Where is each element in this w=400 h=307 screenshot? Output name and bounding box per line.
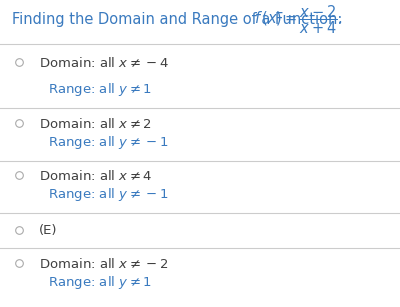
Text: $f\,(x) = \dfrac{x-2}{x+4}.$: $f\,(x) = \dfrac{x-2}{x+4}.$ (254, 4, 342, 36)
Text: Domain: all $x \neq -4$: Domain: all $x \neq -4$ (39, 56, 169, 70)
Text: Range: all $y \neq -1$: Range: all $y \neq -1$ (48, 186, 168, 203)
Text: (E): (E) (39, 224, 58, 237)
Text: Domain: all $x \neq 2$: Domain: all $x \neq 2$ (39, 117, 152, 131)
Text: Range: all $y \neq -1$: Range: all $y \neq -1$ (48, 134, 168, 151)
Text: Finding the Domain and Range of a Function:: Finding the Domain and Range of a Functi… (12, 13, 352, 27)
Text: Range: all $y \neq 1$: Range: all $y \neq 1$ (48, 274, 152, 291)
Text: Range: all $y \neq 1$: Range: all $y \neq 1$ (48, 80, 152, 98)
Text: Domain: all $x \neq 4$: Domain: all $x \neq 4$ (39, 169, 153, 183)
Text: Domain: all $x \neq -2$: Domain: all $x \neq -2$ (39, 257, 168, 271)
